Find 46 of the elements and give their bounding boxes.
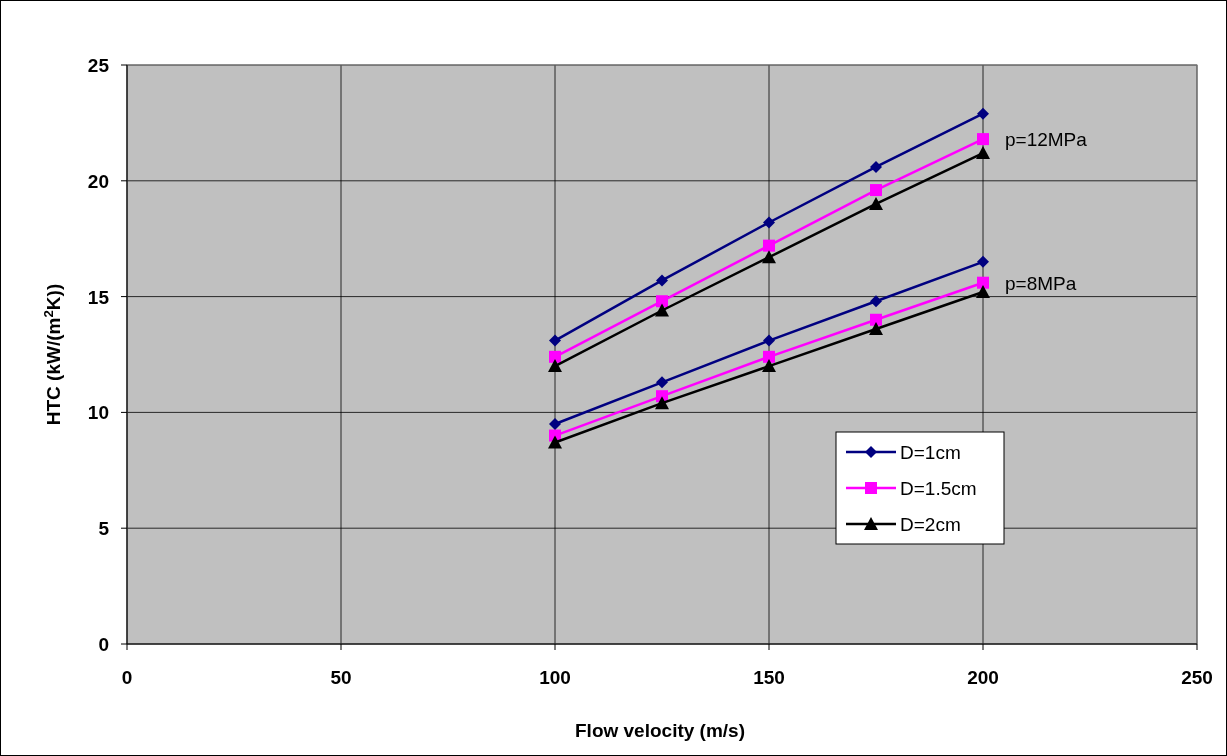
point — [869, 322, 883, 336]
annotation: p=8MPa — [1005, 272, 1077, 294]
point — [549, 417, 561, 430]
point — [655, 303, 669, 317]
x-axis-title: Flow velocity (m/s) — [575, 720, 745, 741]
y-tick-label: 0 — [98, 634, 109, 655]
point — [763, 334, 775, 347]
legend-label: D=2cm — [900, 514, 961, 535]
legend-label: D=1.5cm — [900, 478, 977, 499]
point — [870, 295, 882, 308]
point — [656, 376, 668, 389]
point — [870, 313, 882, 326]
y-tick-label: 15 — [87, 286, 110, 308]
x-tick-label: 100 — [539, 667, 571, 688]
point — [656, 295, 668, 308]
point — [549, 350, 561, 363]
y-tick-label: 20 — [87, 170, 109, 192]
point — [548, 435, 562, 449]
annotation: p=12MPa — [1005, 129, 1088, 151]
x-tick-label: 200 — [967, 667, 999, 688]
point — [655, 396, 669, 410]
legend-label: D=1cm — [900, 442, 961, 463]
x-tick-label: 250 — [1181, 667, 1213, 688]
point — [656, 274, 668, 287]
point — [762, 359, 776, 373]
point — [977, 255, 989, 268]
point — [976, 146, 990, 160]
y-tick-label: 5 — [98, 518, 110, 540]
x-tick-label: 150 — [753, 667, 785, 688]
y-tick-label: 10 — [87, 402, 109, 424]
point — [977, 133, 989, 146]
point — [870, 160, 882, 173]
point — [763, 216, 775, 229]
point — [548, 359, 562, 373]
point — [977, 276, 989, 289]
point — [870, 184, 882, 197]
point — [869, 196, 883, 210]
x-tick-label: 50 — [330, 667, 352, 688]
point — [549, 334, 561, 347]
point — [977, 107, 989, 120]
y-tick-label: 25 — [87, 55, 110, 76]
x-tick-label: 0 — [121, 667, 133, 688]
point — [976, 284, 990, 298]
point — [763, 239, 775, 252]
point — [762, 250, 776, 264]
point — [763, 350, 775, 363]
